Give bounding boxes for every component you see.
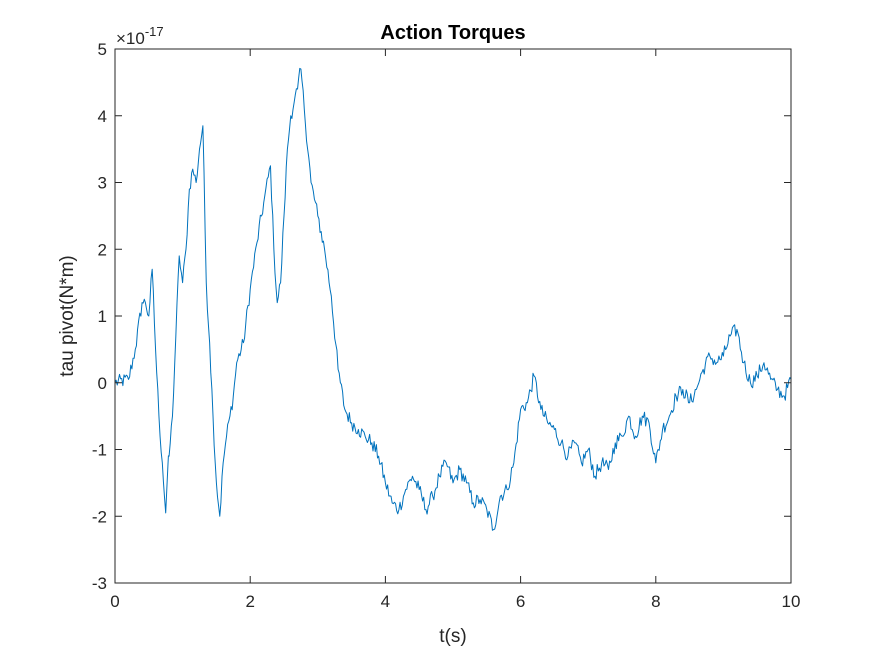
y-tick-label: 0 [98, 374, 107, 393]
chart-title: Action Torques [380, 22, 525, 44]
x-tick-label: 10 [782, 592, 801, 611]
y-tick-label: -3 [92, 574, 107, 593]
y-tick-label: 2 [98, 240, 107, 259]
y-tick-label: 4 [98, 107, 107, 126]
y-tick-label: 1 [98, 307, 107, 326]
y-exponent-label: ×10-17 [116, 24, 164, 48]
series-line [114, 67, 792, 531]
y-tick-label: 3 [98, 174, 107, 193]
x-tick-label: 0 [110, 592, 119, 611]
y-tick-label: -2 [92, 507, 107, 526]
x-axis-label: t(s) [439, 626, 466, 647]
y-axis-ticks: -3 -2 -1 0 1 2 3 4 5 [92, 40, 791, 593]
y-axis-label: tau pivot(N*m) [57, 255, 78, 376]
y-tick-label: 5 [98, 40, 107, 59]
x-tick-label: 2 [245, 592, 254, 611]
y-exponent-base: ×10 [116, 29, 145, 48]
x-tick-label: 6 [516, 592, 525, 611]
y-exponent-power: -17 [145, 24, 164, 39]
x-tick-label: 8 [651, 592, 660, 611]
x-tick-label: 4 [381, 592, 390, 611]
plot-area [115, 49, 791, 583]
x-axis-ticks: 0 2 4 6 8 10 [110, 49, 800, 611]
data-layer [114, 67, 792, 531]
y-tick-label: -1 [92, 441, 107, 460]
